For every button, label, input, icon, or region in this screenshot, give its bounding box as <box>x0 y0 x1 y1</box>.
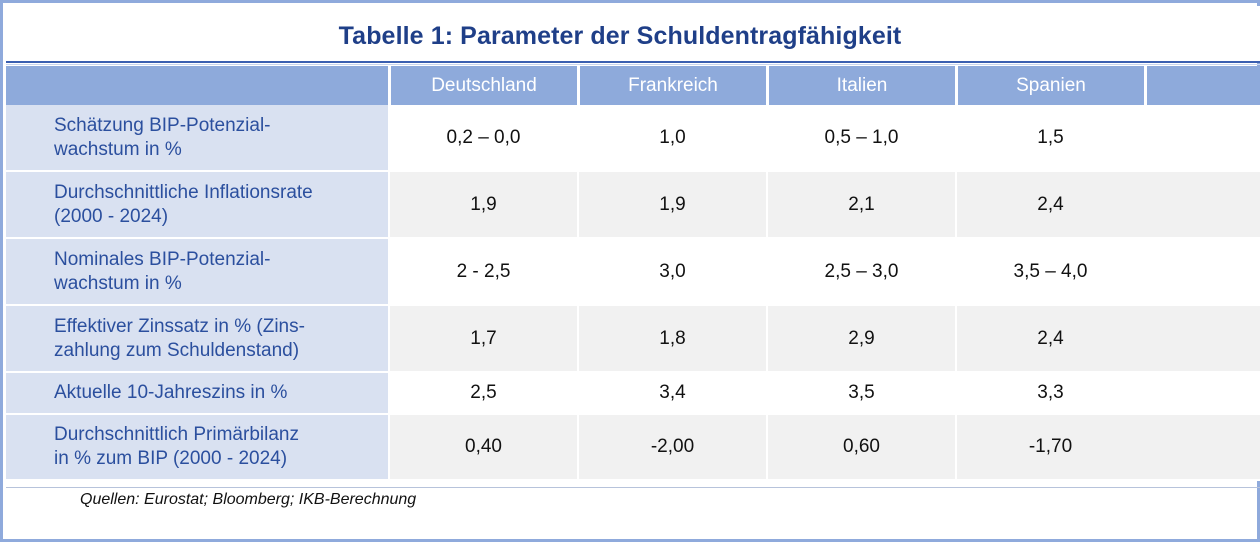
column-header-italien: Italien <box>766 66 955 105</box>
header-corner <box>6 66 54 105</box>
row-tail <box>1144 105 1260 172</box>
cell-deutschland: 1,7 <box>388 306 577 373</box>
title-divider-light <box>6 64 1260 65</box>
row-stub <box>6 239 54 306</box>
row-tail <box>1144 239 1260 306</box>
row-label-line: (2000 - 2024) <box>54 205 169 227</box>
row-label: Schätzung BIP-Potenzial-wachstum in % <box>54 105 388 172</box>
cell-spanien: 3,3 <box>955 373 1144 415</box>
cell-spanien: -1,70 <box>955 415 1144 481</box>
row-label-line: Effektiver Zinssatz in % (Zins- <box>54 315 305 337</box>
cell-frankreich: 1,8 <box>577 306 766 373</box>
cell-spanien: 3,5 – 4,0 <box>955 239 1144 306</box>
row-label-line: Schätzung BIP-Potenzial- <box>54 114 271 136</box>
row-stub <box>6 306 54 373</box>
cell-frankreich: 3,4 <box>577 373 766 415</box>
row-stub <box>6 172 54 239</box>
row-label: Durchschnittlich Primärbilanz in % zum BI… <box>54 415 388 481</box>
row-stub <box>6 415 54 481</box>
row-stub <box>6 373 54 415</box>
row-label-line: zahlung zum Schuldenstand) <box>54 339 300 361</box>
row-label-line: in % zum BIP (2000 - 2024) <box>54 448 288 469</box>
row-label-line: Aktuelle 10-Jahreszins in % <box>54 382 288 403</box>
cell-italien: 3,5 <box>766 373 955 415</box>
footer-divider <box>6 487 1260 488</box>
row-tail <box>1144 172 1260 239</box>
cell-italien: 2,9 <box>766 306 955 373</box>
table-row: Schätzung BIP-Potenzial-wachstum in % 0,… <box>6 105 1260 172</box>
row-label: Nominales BIP-Potenzial-wachstum in % <box>54 239 388 306</box>
row-label-line: wachstum in % <box>54 138 182 160</box>
table-title: Tabelle 1: Parameter der Schuldentragfäh… <box>338 22 902 50</box>
row-label-line: wachstum in % <box>54 272 182 294</box>
cell-deutschland: 0,2 – 0,0 <box>388 105 577 172</box>
column-header-frankreich: Frankreich <box>577 66 766 105</box>
cell-frankreich: 3,0 <box>577 239 766 306</box>
cell-deutschland: 1,9 <box>388 172 577 239</box>
cell-deutschland: 0,40 <box>388 415 577 481</box>
cell-deutschland: 2,5 <box>388 373 577 415</box>
row-label-line: Durchschnittliche Inflationsrate <box>54 181 313 203</box>
row-tail <box>1144 415 1260 481</box>
cell-italien: 2,1 <box>766 172 955 239</box>
cell-spanien: 1,5 <box>955 105 1144 172</box>
table-row: Durchschnittliche Inflationsrate (2000 - … <box>6 172 1260 239</box>
cell-frankreich: 1,0 <box>577 105 766 172</box>
cell-spanien: 2,4 <box>955 172 1144 239</box>
row-tail <box>1144 373 1260 415</box>
parameter-table: Deutschland Frankreich Italien Spanien S… <box>6 66 1260 481</box>
row-label: Durchschnittliche Inflationsrate (2000 - … <box>54 172 388 239</box>
source-note: Quellen: Eurostat; Bloomberg; IKB-Berech… <box>80 491 417 508</box>
cell-italien: 2,5 – 3,0 <box>766 239 955 306</box>
table-row: Nominales BIP-Potenzial-wachstum in % 2 … <box>6 239 1260 306</box>
row-stub <box>6 105 54 172</box>
row-label: Effektiver Zinssatz in % (Zins-zahlung z… <box>54 306 388 373</box>
table-row: Durchschnittlich Primärbilanz in % zum BI… <box>6 415 1260 481</box>
cell-frankreich: -2,00 <box>577 415 766 481</box>
title-divider <box>6 61 1260 63</box>
cell-spanien: 2,4 <box>955 306 1144 373</box>
title-bar: Tabelle 1: Parameter der Schuldentragfäh… <box>6 6 1260 63</box>
table-row: Aktuelle 10-Jahreszins in % 2,5 3,4 3,5 … <box>6 373 1260 415</box>
cell-deutschland: 2 - 2,5 <box>388 239 577 306</box>
header-label-cell <box>54 66 388 105</box>
row-label-line: Durchschnittlich Primärbilanz <box>54 424 299 445</box>
cell-frankreich: 1,9 <box>577 172 766 239</box>
column-header-deutschland: Deutschland <box>388 66 577 105</box>
header-tail-cell <box>1144 66 1260 105</box>
row-label: Aktuelle 10-Jahreszins in % <box>54 373 388 415</box>
column-header-spanien: Spanien <box>955 66 1144 105</box>
row-tail <box>1144 306 1260 373</box>
header-row: Deutschland Frankreich Italien Spanien <box>6 66 1260 105</box>
row-label-line: Nominales BIP-Potenzial- <box>54 248 271 270</box>
cell-italien: 0,5 – 1,0 <box>766 105 955 172</box>
table-row: Effektiver Zinssatz in % (Zins-zahlung z… <box>6 306 1260 373</box>
cell-italien: 0,60 <box>766 415 955 481</box>
